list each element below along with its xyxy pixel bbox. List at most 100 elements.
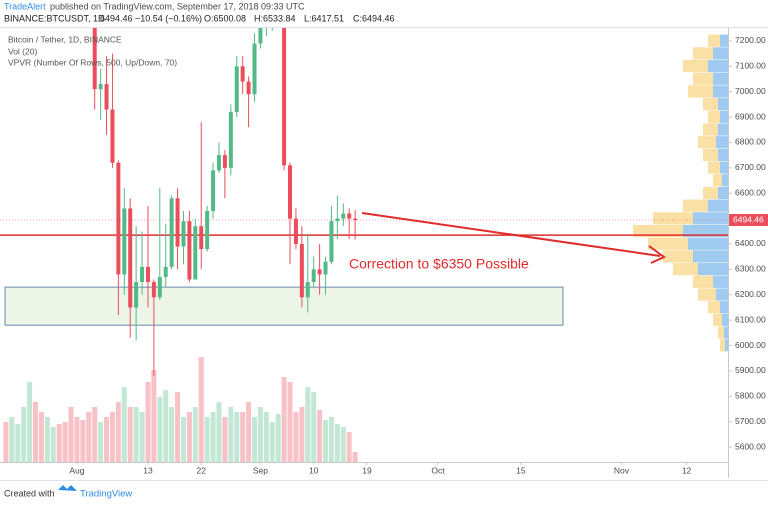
volume-bar: [175, 392, 181, 462]
profile-up: [720, 301, 728, 314]
candle-body: [193, 226, 198, 280]
candle-body: [311, 269, 316, 283]
volume-bar: [269, 422, 275, 462]
volume-bar: [287, 382, 293, 462]
overlay: 5600.00 5700.00 5800.00 5900.00 6000.00 6100.…: [69, 35, 768, 475]
price: 6494.46: [100, 13, 133, 23]
candle-body: [104, 84, 109, 110]
y-tick-label: 6900.00: [735, 111, 766, 121]
candle-body: [258, 28, 263, 44]
volume-bar: [56, 424, 62, 462]
volume-bar: [216, 402, 222, 462]
volume-bar: [305, 387, 311, 462]
profile-up: [683, 224, 728, 238]
profile-up: [716, 136, 728, 149]
profile-up: [720, 34, 728, 47]
candle-body: [282, 28, 287, 166]
y-tick-label: 6700.00: [735, 162, 766, 172]
volume-bar: [263, 412, 269, 462]
footer-brand[interactable]: TradingView: [80, 489, 132, 500]
volume-bar: [186, 412, 192, 462]
arrow-shaft: [361, 212, 661, 257]
candle-body: [169, 198, 174, 267]
candle-body: [140, 266, 145, 283]
candle-body: [211, 170, 216, 211]
x-tick-label: 19: [362, 465, 372, 475]
volume-bar: [334, 424, 340, 462]
y-tick-label: 6100.00: [735, 314, 766, 324]
volume-bar: [104, 417, 110, 462]
close: C:6494.46: [353, 13, 395, 23]
profile-down: [713, 313, 722, 326]
volume-bar: [163, 390, 169, 462]
volume-bar: [257, 407, 263, 462]
candle-body: [353, 218, 358, 221]
profile-up: [722, 174, 728, 187]
volume-bar: [228, 407, 234, 462]
x-tick-label: Aug: [69, 465, 84, 475]
profile-up: [708, 59, 728, 73]
y-tick-label: 5700.00: [735, 416, 766, 426]
volume-bar: [74, 417, 80, 462]
profile-down: [683, 59, 708, 73]
volume-bar: [275, 414, 281, 462]
high: H:6533.84: [254, 13, 296, 23]
volume-bar: [127, 407, 133, 462]
publisher[interactable]: TradeAlert: [4, 1, 46, 11]
last-price-label: 6494.46: [733, 214, 764, 224]
candle-body: [163, 266, 168, 277]
profile-down: [703, 98, 718, 111]
arrow-head: [648, 245, 666, 264]
profile-down: [693, 47, 713, 60]
profile-up: [718, 98, 728, 111]
y-tick-label: 5900.00: [735, 365, 766, 375]
volume-bar: [15, 424, 21, 462]
support-zone: [4, 286, 564, 326]
profile-down: [688, 85, 713, 98]
volume-bar: [240, 412, 246, 462]
candle-body: [187, 221, 192, 280]
volume-bar: [293, 412, 299, 462]
plot: [0, 28, 728, 462]
candle-body: [157, 276, 162, 298]
profile-up: [713, 72, 728, 85]
y-tick-label: 7000.00: [735, 86, 766, 96]
volume-bar: [92, 407, 98, 462]
profile-down: [698, 136, 716, 149]
profile-up: [713, 275, 728, 288]
profile-down: [693, 275, 713, 288]
y-tick-label: 5800.00: [735, 391, 766, 401]
candle-body: [92, 28, 97, 90]
volume-bar: [121, 387, 127, 462]
candle-body: [122, 208, 127, 275]
x-tick-label: 10: [309, 465, 319, 475]
candle-body: [134, 282, 139, 308]
volume-bar: [27, 382, 33, 462]
volume-bar: [323, 420, 329, 462]
profile-down: [708, 34, 720, 47]
profile-down: [648, 237, 688, 250]
legend-entry: Bitcoin / Tether, 1D, BINANCE: [8, 34, 122, 44]
volume-bar: [340, 427, 346, 462]
y-tick-label: 6400.00: [735, 238, 766, 248]
x-tick-label: 13: [143, 465, 153, 475]
candle-body: [252, 43, 257, 95]
profile-down: [703, 123, 718, 136]
candle-body: [305, 282, 310, 298]
volume-bar: [38, 412, 44, 462]
profile-down: [698, 288, 716, 301]
change: −10.54 (−0.16%): [135, 13, 202, 23]
profile-down: [693, 72, 713, 85]
profile-down: [703, 186, 718, 200]
profile-up: [698, 263, 728, 276]
low: L:6417.51: [304, 13, 344, 23]
volume-bar: [281, 377, 287, 462]
volume-bar: [139, 412, 145, 462]
volume-bar: [192, 407, 198, 462]
volume-bar: [68, 407, 74, 462]
open: O:6500.08: [204, 13, 246, 23]
profile-down: [708, 301, 720, 314]
profile-up: [713, 47, 728, 60]
candle-body: [293, 218, 298, 244]
volume-bar: [33, 402, 39, 462]
